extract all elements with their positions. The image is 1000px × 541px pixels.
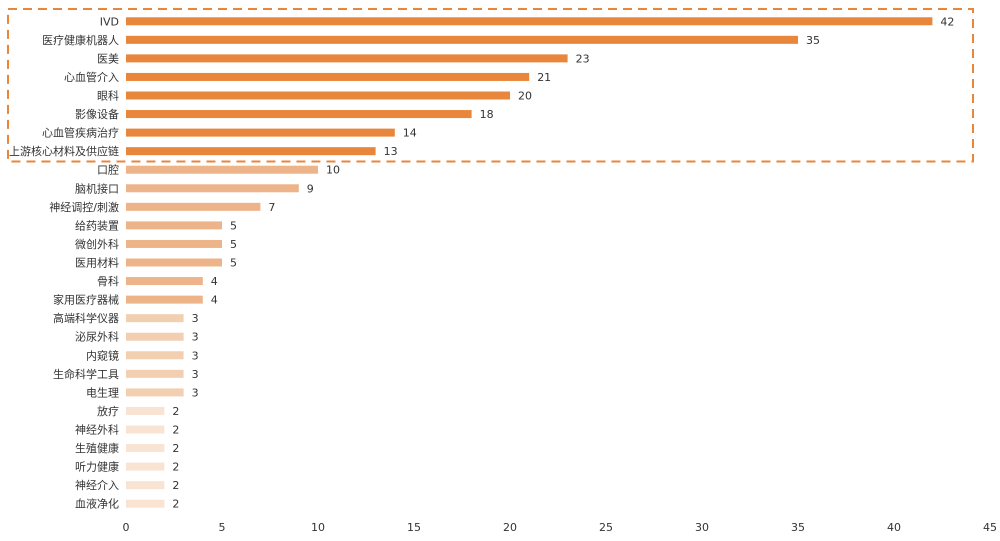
value-label: 5 (230, 238, 237, 251)
bar (126, 258, 222, 267)
value-label: 2 (172, 442, 179, 455)
value-label: 20 (518, 90, 532, 103)
bar (126, 221, 222, 230)
bar (126, 444, 165, 453)
bar (126, 481, 165, 490)
bar (126, 314, 184, 323)
x-tick-label: 20 (503, 521, 517, 534)
category-label: 上游核心材料及供应链 (9, 144, 119, 158)
category-label: 内窥镜 (86, 348, 119, 362)
category-label: 影像设备 (75, 107, 119, 121)
value-label: 2 (172, 498, 179, 511)
category-label: 心血管介入 (64, 70, 119, 84)
bar (126, 295, 203, 304)
bar (126, 239, 222, 248)
value-label: 42 (940, 15, 954, 28)
value-label: 5 (230, 257, 237, 270)
category-label: 医疗健康机器人 (42, 33, 119, 47)
bar (126, 147, 376, 156)
bar (126, 72, 530, 81)
category-label: 口腔 (97, 163, 119, 177)
value-label: 3 (192, 368, 199, 381)
category-label: 神经调控/刺激 (49, 200, 119, 214)
value-label: 3 (192, 312, 199, 325)
value-label: 3 (192, 331, 199, 344)
category-label: 泌尿外科 (75, 330, 119, 344)
bar (126, 351, 184, 360)
value-label: 2 (172, 424, 179, 437)
category-label: 听力健康 (75, 460, 119, 474)
value-label: 10 (326, 164, 340, 177)
category-label: 血液净化 (75, 497, 119, 511)
value-label: 4 (211, 294, 218, 307)
bar (126, 91, 510, 100)
bar (126, 462, 165, 471)
x-tick-label: 10 (311, 521, 325, 534)
category-label: 脑机接口 (75, 181, 119, 195)
category-label: 神经介入 (75, 478, 119, 492)
category-label: 眼科 (97, 89, 119, 103)
bar (126, 406, 165, 415)
x-tick-label: 0 (123, 521, 130, 534)
value-label: 21 (537, 71, 551, 84)
category-label: 神经外科 (75, 423, 119, 437)
highlight-box (7, 8, 974, 163)
bar (126, 277, 203, 286)
category-label: 微创外科 (75, 237, 119, 251)
category-label: 高端科学仪器 (53, 311, 119, 325)
x-tick-label: 40 (887, 521, 901, 534)
value-label: 13 (384, 145, 398, 158)
bar (126, 388, 184, 397)
bar (126, 165, 318, 174)
category-label: 电生理 (86, 385, 119, 399)
bar (126, 184, 299, 193)
x-tick-label: 30 (695, 521, 709, 534)
bar (126, 17, 933, 26)
category-labels: IVD 医疗健康机器人医美心血管介入眼科影像设备心血管疾病治疗上游核心材料及供应链… (9, 15, 119, 510)
category-label: 家用医疗器械 (53, 293, 119, 307)
highlight-box-layer (7, 8, 974, 163)
value-label: 2 (172, 405, 179, 418)
bar (126, 202, 261, 211)
bar (126, 369, 184, 378)
value-label: 5 (230, 219, 237, 232)
x-axis: 0 5 10 15 20 25 30 35 40 45 (123, 521, 998, 534)
bar (126, 110, 472, 119)
category-label: 给药装置 (75, 219, 119, 232)
value-label: 2 (172, 479, 179, 492)
category-label: IVD (100, 15, 119, 28)
bar (126, 54, 568, 63)
x-tick-label: 35 (791, 521, 805, 534)
value-label: 9 (307, 182, 314, 195)
value-label: 3 (192, 386, 199, 399)
category-label: 放疗 (97, 404, 119, 418)
x-tick-label: 45 (983, 521, 997, 534)
category-label: 骨科 (97, 274, 119, 288)
category-label: 医用材料 (75, 256, 119, 270)
x-tick-label: 25 (599, 521, 613, 534)
category-label: 生命科学工具 (53, 367, 119, 381)
x-tick-label: 15 (407, 521, 421, 534)
value-label: 7 (268, 201, 275, 214)
bars-layer (126, 17, 933, 508)
x-tick-label: 5 (219, 521, 226, 534)
bar (126, 35, 798, 44)
category-label: 医美 (97, 52, 119, 65)
value-label: 2 (172, 461, 179, 474)
value-label: 23 (576, 52, 590, 65)
bar (126, 128, 395, 137)
value-label: 4 (211, 275, 218, 288)
value-label: 35 (806, 34, 820, 47)
bar (126, 499, 165, 508)
bar (126, 425, 165, 434)
category-label: 生殖健康 (75, 441, 119, 455)
value-label: 3 (192, 349, 199, 362)
value-label: 14 (403, 127, 417, 140)
value-label: 18 (480, 108, 494, 121)
category-label: 心血管疾病治疗 (42, 126, 119, 140)
bar (126, 332, 184, 341)
